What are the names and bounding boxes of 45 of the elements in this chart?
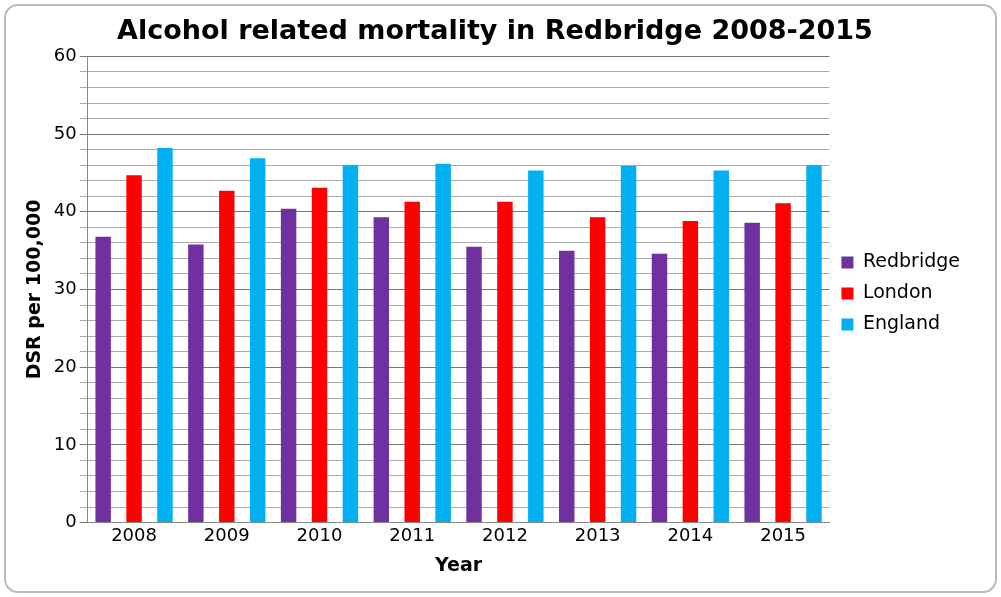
bar [466,246,482,523]
x-tick-label: 2011 [389,524,436,546]
y-axis-title: DSR per 100,000 [22,199,45,380]
bar [559,250,575,523]
bar [528,170,544,523]
x-tick-label: 2014 [667,524,714,546]
bar [157,148,173,523]
chart-title: Alcohol related mortality in Redbridge 2008-2015 [117,14,873,46]
bar [280,208,297,523]
y-tick-label: 50 [53,121,77,143]
x-tick-label: 2012 [482,524,528,546]
bar [249,158,266,523]
bar [620,165,637,523]
x-tick-label: 2015 [760,524,806,546]
bar [219,190,235,523]
bar [713,170,729,523]
y-tick-label: 10 [53,432,77,454]
y-tick-label: 0 [65,510,77,532]
y-tick-label: 30 [53,277,77,299]
bar [497,201,513,523]
x-tick-label: 2008 [111,524,157,546]
bar [342,165,359,523]
x-tick-label: 2010 [296,524,343,546]
y-tick-label: 40 [53,199,77,221]
bar [435,163,451,523]
bar [589,217,606,523]
legend-label: England [862,311,941,334]
bar [311,187,328,523]
bar [126,175,142,523]
bar [806,165,822,523]
legend-label: London [862,280,933,303]
bar [188,244,204,523]
y-tick-label: 60 [53,44,77,66]
x-tick-label: 2009 [203,524,250,546]
y-tick-label: 20 [53,354,77,376]
bar [682,221,699,523]
bar [775,203,791,523]
bar [404,201,420,523]
bar [651,253,668,523]
legend-label: Redbridge [862,249,960,272]
bar [744,222,760,523]
bar [95,236,111,523]
x-tick-label: 2013 [574,524,621,546]
bar [373,217,390,523]
x-axis-title: Year [434,552,483,575]
